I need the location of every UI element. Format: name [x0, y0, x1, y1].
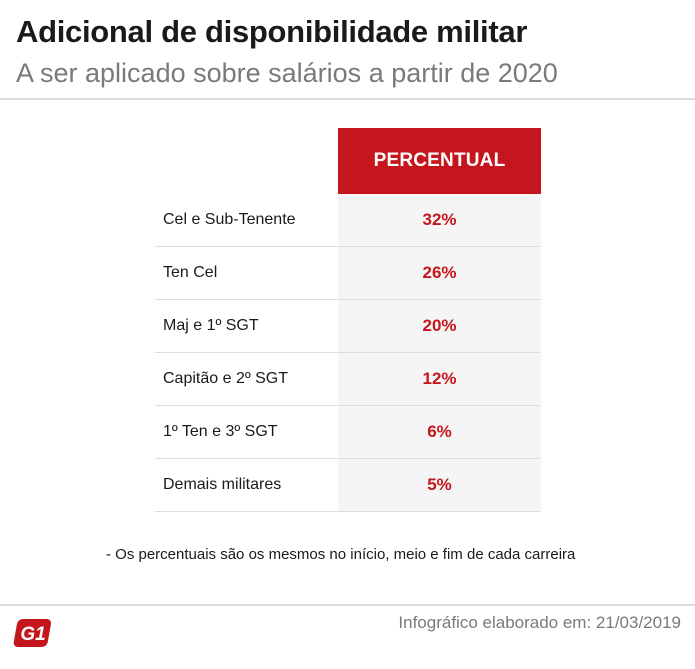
row-label: Demais militares [163, 476, 282, 493]
page-title: Adicional de disponibilidade militar [16, 14, 528, 49]
table-row: Maj e 1º SGT 20% [155, 300, 541, 353]
row-value: 5% [338, 459, 541, 511]
table-row: Demais militares 5% [155, 459, 541, 512]
row-value: 32% [338, 194, 541, 246]
row-label: Ten Cel [163, 264, 218, 281]
row-label: Capitão e 2º SGT [163, 370, 289, 387]
row-value: 6% [338, 406, 541, 458]
percent-table: PERCENTUAL Cel e Sub-Tenente 32% Ten Cel… [155, 128, 541, 512]
row-value: 26% [338, 247, 541, 299]
table-row: Cel e Sub-Tenente 32% [155, 194, 541, 247]
footnote: - Os percentuais são os mesmos no início… [106, 546, 576, 563]
table-header-row: PERCENTUAL [155, 128, 541, 194]
row-label: Maj e 1º SGT [163, 317, 259, 334]
table-row: Ten Cel 26% [155, 247, 541, 300]
header-spacer [155, 128, 338, 194]
table-row: 1º Ten e 3º SGT 6% [155, 406, 541, 459]
column-header-percentual: PERCENTUAL [338, 128, 541, 194]
top-divider [0, 98, 695, 100]
page-subtitle: A ser aplicado sobre salários a partir d… [16, 58, 558, 88]
credit-text: Infográfico elaborado em: 21/03/2019 [398, 613, 681, 632]
row-value: 12% [338, 353, 541, 405]
g1-logo: G1 [13, 619, 52, 647]
bottom-divider [0, 604, 695, 606]
row-value: 20% [338, 300, 541, 352]
table-row: Capitão e 2º SGT 12% [155, 353, 541, 406]
row-label: Cel e Sub-Tenente [163, 211, 296, 228]
logo-text: G1 [20, 624, 45, 645]
row-label: 1º Ten e 3º SGT [163, 423, 278, 440]
